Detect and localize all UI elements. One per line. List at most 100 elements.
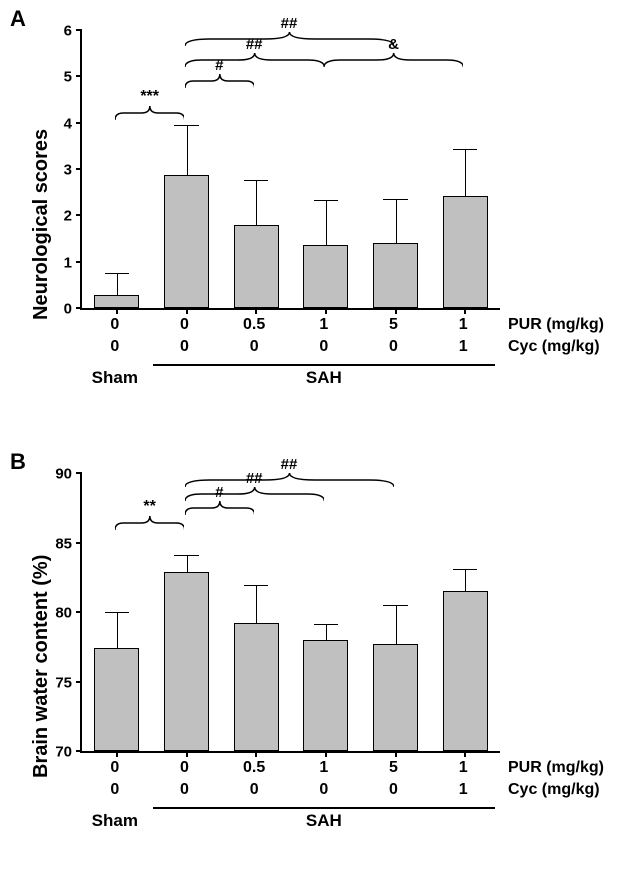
- xtick-mark: [186, 308, 188, 314]
- x-value: 5: [359, 316, 429, 334]
- error-cap: [244, 585, 268, 586]
- x-value: 0: [219, 781, 289, 799]
- panel-a-plot: 0123456: [80, 30, 500, 310]
- x-value: 0: [80, 781, 150, 799]
- error-cap: [383, 199, 407, 200]
- error-cap: [174, 125, 198, 126]
- error-cap: [244, 180, 268, 181]
- ytick-label: 2: [64, 208, 82, 225]
- ytick-label: 6: [64, 23, 82, 40]
- error-cap: [174, 555, 198, 556]
- ytick-mark: [76, 168, 82, 170]
- error-bar: [117, 274, 118, 295]
- bar: [303, 245, 348, 308]
- bar: [373, 644, 418, 751]
- panel-b-ylabel: Brain water content (%): [30, 555, 53, 778]
- panel-b-label: B: [10, 449, 26, 475]
- x-value: 0: [219, 338, 289, 356]
- error-bar: [256, 181, 257, 225]
- group-label-sah: SAH: [153, 368, 494, 388]
- panel-a-ylabel: Neurological scores: [30, 129, 53, 320]
- panel-b: B Brain water content (%) 7075808590 000…: [0, 443, 617, 886]
- panel-a-label: A: [10, 6, 26, 32]
- error-bar: [256, 586, 257, 624]
- significance-bracket: [324, 53, 463, 71]
- xtick-mark: [116, 751, 118, 757]
- x-value: 0.5: [219, 316, 289, 334]
- x-row-label: Cyc (mg/kg): [508, 781, 600, 799]
- group-underline: [153, 807, 494, 809]
- ytick-label: 4: [64, 115, 82, 132]
- x-value: 1: [428, 759, 498, 777]
- x-row-label: PUR (mg/kg): [508, 316, 604, 334]
- x-value: 0: [359, 781, 429, 799]
- xtick-mark: [464, 308, 466, 314]
- error-bar: [117, 613, 118, 648]
- error-cap: [453, 149, 477, 150]
- x-value: 0: [80, 759, 150, 777]
- ytick-mark: [76, 542, 82, 544]
- x-row-label: Cyc (mg/kg): [508, 338, 600, 356]
- xtick-mark: [395, 751, 397, 757]
- significance-bracket: [115, 516, 185, 534]
- significance-bracket: [115, 106, 185, 124]
- x-value: 0: [289, 338, 359, 356]
- xtick-mark: [255, 308, 257, 314]
- x-value: 0: [289, 781, 359, 799]
- bar: [303, 640, 348, 751]
- error-cap: [314, 200, 338, 201]
- error-bar: [396, 606, 397, 644]
- significance-marker: ##: [269, 15, 309, 32]
- ytick-label: 80: [55, 605, 82, 622]
- ytick-label: 90: [55, 466, 82, 483]
- bar: [234, 225, 279, 308]
- bar: [373, 243, 418, 308]
- ytick-mark: [76, 750, 82, 752]
- error-bar: [187, 126, 188, 175]
- x-value: 0: [150, 781, 220, 799]
- error-bar: [465, 150, 466, 195]
- xtick-mark: [255, 751, 257, 757]
- xtick-mark: [116, 308, 118, 314]
- ytick-mark: [76, 261, 82, 263]
- ytick-mark: [76, 29, 82, 31]
- x-value: 1: [289, 759, 359, 777]
- x-value: 1: [428, 781, 498, 799]
- ytick-label: 70: [55, 744, 82, 761]
- xtick-mark: [325, 751, 327, 757]
- group-label-sham: Sham: [80, 368, 150, 388]
- error-cap: [453, 569, 477, 570]
- x-value: 0: [150, 338, 220, 356]
- significance-marker: ##: [269, 456, 309, 473]
- bar: [94, 648, 139, 751]
- x-value: 0.5: [219, 759, 289, 777]
- error-cap: [383, 605, 407, 606]
- ytick-mark: [76, 611, 82, 613]
- bar: [164, 175, 209, 308]
- error-bar: [465, 570, 466, 592]
- ytick-label: 3: [64, 162, 82, 179]
- ytick-label: 0: [64, 301, 82, 318]
- error-cap: [314, 624, 338, 625]
- error-cap: [105, 273, 129, 274]
- x-value: 1: [289, 316, 359, 334]
- error-cap: [105, 612, 129, 613]
- error-bar: [326, 625, 327, 640]
- ytick-mark: [76, 472, 82, 474]
- x-value: 0: [150, 759, 220, 777]
- significance-bracket: [185, 32, 394, 50]
- error-bar: [396, 200, 397, 243]
- ytick-mark: [76, 122, 82, 124]
- x-row-label: PUR (mg/kg): [508, 759, 604, 777]
- bar: [234, 623, 279, 751]
- group-underline: [153, 364, 494, 366]
- error-bar: [187, 556, 188, 572]
- error-bar: [326, 201, 327, 246]
- significance-marker: **: [130, 498, 170, 516]
- ytick-mark: [76, 75, 82, 77]
- x-value: 0: [80, 316, 150, 334]
- bar: [443, 196, 488, 308]
- significance-marker: &: [374, 36, 414, 53]
- significance-bracket: [185, 473, 394, 491]
- x-value: 0: [80, 338, 150, 356]
